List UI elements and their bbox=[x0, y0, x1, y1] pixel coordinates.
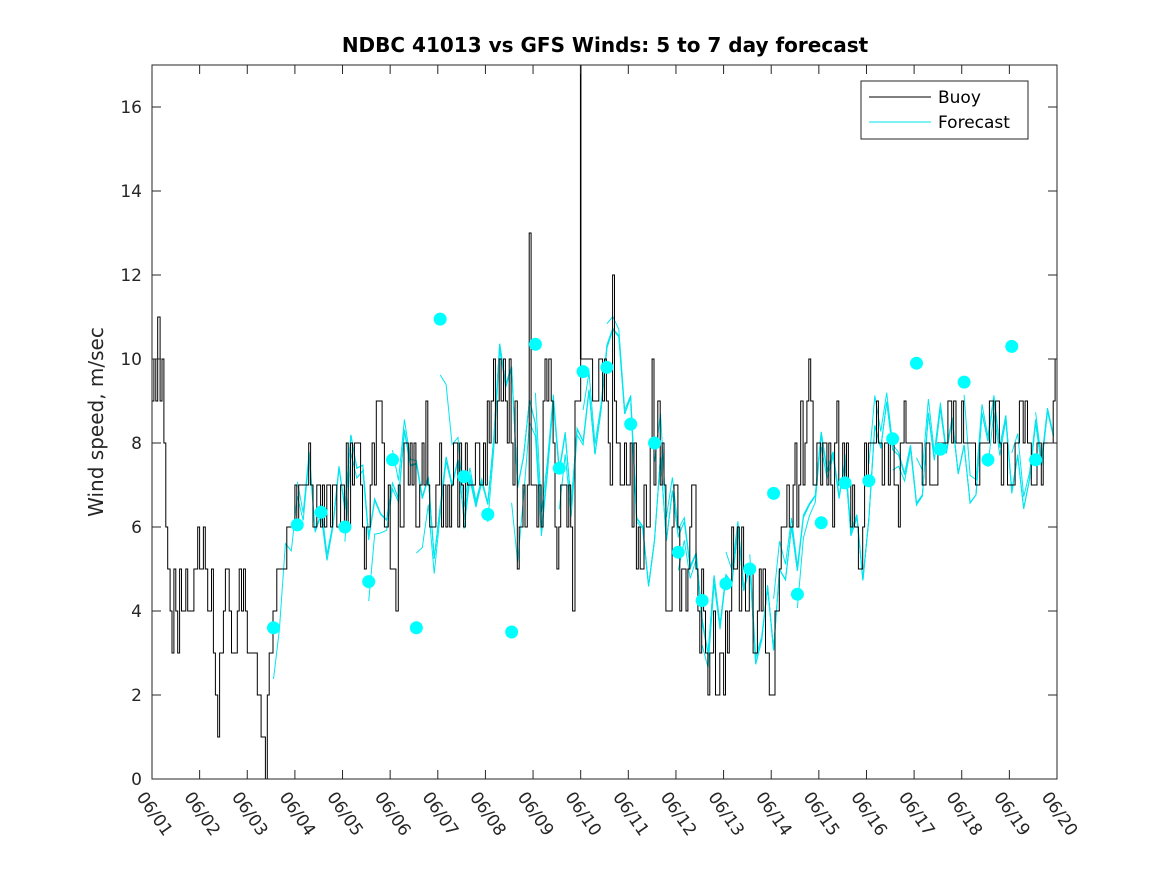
chart-title: NDBC 41013 vs GFS Winds: 5 to 7 day fore… bbox=[342, 33, 869, 57]
buoy-line bbox=[152, 232, 1058, 780]
forecast-marker bbox=[552, 461, 566, 475]
forecast-marker bbox=[1029, 453, 1043, 467]
forecast-marker bbox=[743, 562, 757, 576]
forecast-marker bbox=[886, 432, 900, 446]
forecast-marker bbox=[862, 474, 876, 488]
forecast-marker bbox=[719, 577, 733, 591]
y-tick-label: 4 bbox=[131, 602, 142, 622]
y-tick-label: 2 bbox=[131, 686, 142, 706]
forecast-marker bbox=[790, 587, 804, 601]
forecast-marker bbox=[909, 356, 923, 370]
forecast-markers bbox=[266, 312, 1043, 639]
forecast-marker bbox=[767, 486, 781, 500]
forecast-marker bbox=[386, 453, 400, 467]
forecast-line bbox=[1035, 407, 1054, 460]
forecast-marker bbox=[528, 337, 542, 351]
y-tick-label: 12 bbox=[120, 266, 142, 286]
forecast-marker bbox=[290, 518, 304, 532]
forecast-marker bbox=[433, 312, 447, 326]
y-axis-label: Wind speed, m/sec bbox=[84, 327, 108, 517]
forecast-marker bbox=[695, 594, 709, 607]
y-tick-label: 10 bbox=[120, 350, 142, 370]
forecast-marker bbox=[409, 621, 423, 635]
forecast-marker bbox=[648, 436, 662, 450]
forecast-marker bbox=[814, 516, 828, 530]
forecast-marker bbox=[957, 375, 971, 389]
y-tick-label: 0 bbox=[131, 770, 142, 790]
forecast-marker bbox=[1005, 339, 1019, 353]
forecast-marker bbox=[338, 520, 352, 534]
y-tick-label: 16 bbox=[120, 98, 142, 118]
forecast-marker bbox=[576, 365, 590, 379]
forecast-marker bbox=[624, 417, 638, 431]
forecast-marker bbox=[481, 507, 495, 521]
forecast-marker bbox=[266, 621, 280, 635]
forecast-marker bbox=[981, 453, 995, 467]
y-tick-label: 6 bbox=[131, 518, 142, 538]
legend-box bbox=[860, 80, 1029, 140]
axes-frame bbox=[151, 64, 1058, 780]
legend: Buoy Forecast bbox=[860, 80, 1029, 140]
forecast-marker bbox=[362, 575, 376, 589]
forecast-marker bbox=[505, 625, 519, 639]
legend-label-buoy: Buoy bbox=[938, 88, 981, 108]
forecast-marker bbox=[457, 470, 471, 484]
y-tick-label: 14 bbox=[120, 182, 142, 202]
y-tick-label: 8 bbox=[131, 434, 142, 454]
forecast-marker bbox=[314, 505, 328, 519]
forecast-marker bbox=[600, 360, 614, 374]
forecast-marker bbox=[933, 442, 947, 456]
forecast-marker bbox=[671, 545, 685, 559]
legend-label-forecast: Forecast bbox=[938, 113, 1010, 133]
forecast-marker bbox=[838, 476, 852, 490]
